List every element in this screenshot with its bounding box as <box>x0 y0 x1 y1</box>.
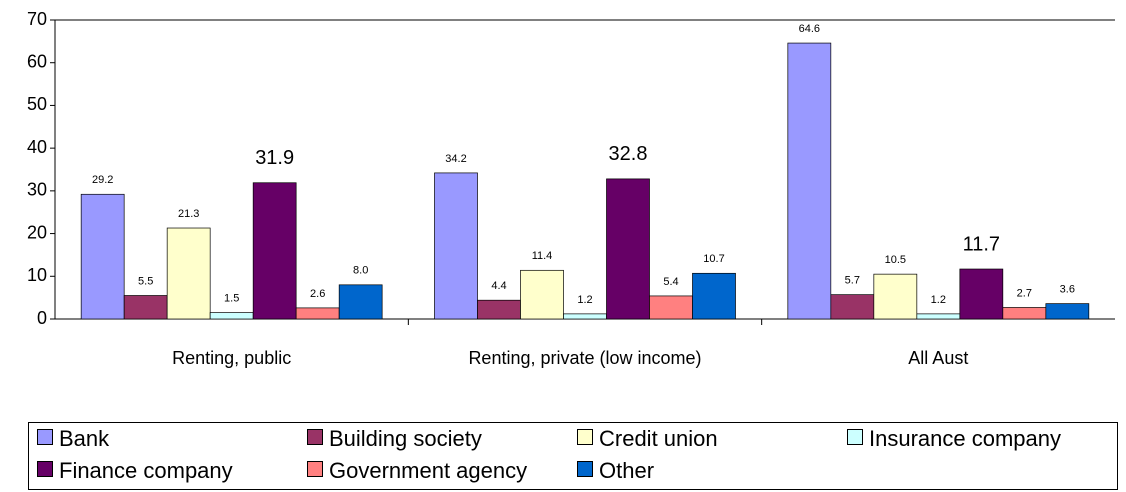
plot: 0 10 20 30 40 50 60 70 29.2 5.5 21.3 1.5 31.9 2.6 8.0 3… <box>27 9 1115 328</box>
data-label: 4.4 <box>491 280 506 292</box>
data-label: 11.4 <box>532 250 553 262</box>
bar <box>1045 303 1090 320</box>
data-label: 2.7 <box>1017 287 1032 299</box>
y-tick-label: 20 <box>27 222 47 242</box>
bar <box>830 294 875 320</box>
bar <box>295 307 340 320</box>
bar <box>434 172 478 320</box>
legend-swatch <box>847 429 863 445</box>
legend: Bank Building society Credit union Insuranc… <box>28 422 1118 490</box>
data-label: 8.0 <box>353 265 368 277</box>
x-tick-label: Renting, private (low income) <box>468 348 702 368</box>
bar <box>252 182 297 320</box>
legend-label: Building society <box>329 426 482 451</box>
legend-item: Credit union <box>577 424 718 454</box>
y-tick-label: 70 <box>27 9 47 29</box>
bar <box>563 313 607 320</box>
y-tick-label: 0 <box>37 308 47 328</box>
data-label: 1.5 <box>224 292 239 304</box>
bar <box>123 295 168 320</box>
data-label: 10.7 <box>703 253 724 265</box>
data-label: 1.2 <box>931 294 946 306</box>
y-tick-label: 50 <box>27 94 47 114</box>
data-label: 5.7 <box>845 275 860 287</box>
bar <box>692 272 736 320</box>
legend-item: Other <box>577 456 654 486</box>
bar <box>649 295 693 320</box>
legend-swatch <box>307 461 323 477</box>
legend-swatch <box>37 429 53 445</box>
data-label: 11.7 <box>963 233 1000 255</box>
bar <box>916 313 961 320</box>
data-label: 5.4 <box>663 276 678 288</box>
bar <box>477 299 521 320</box>
bar <box>209 312 254 320</box>
legend-label: Credit union <box>599 426 718 451</box>
bar <box>873 273 918 320</box>
legend-swatch <box>577 429 593 445</box>
legend-item: Bank <box>37 424 109 454</box>
legend-item: Building society <box>307 424 482 454</box>
bar <box>80 193 125 320</box>
data-label: 10.5 <box>885 254 906 266</box>
y-tick-label: 60 <box>27 51 47 71</box>
legend-swatch <box>577 461 593 477</box>
bar <box>959 268 1004 320</box>
data-label: 3.6 <box>1060 284 1075 296</box>
data-label: 64.6 <box>799 23 820 35</box>
data-label: 34.2 <box>445 153 466 165</box>
bar <box>606 178 650 320</box>
y-tick-label: 40 <box>27 137 47 157</box>
y-tick-label: 10 <box>27 265 47 285</box>
legend-item: Insurance company <box>847 424 1061 454</box>
y-tick-label: 30 <box>27 180 47 200</box>
data-label: 32.8 <box>609 143 648 165</box>
x-tick-label: Renting, public <box>172 348 292 368</box>
legend-swatch <box>37 461 53 477</box>
bar <box>338 284 383 320</box>
legend-label: Insurance company <box>869 426 1061 451</box>
legend-item: Government agency <box>307 456 527 486</box>
data-label: 5.5 <box>138 275 153 287</box>
legend-item: Finance company <box>37 456 233 486</box>
bar <box>520 269 564 320</box>
data-label: 1.2 <box>577 294 592 306</box>
data-label: 31.9 <box>255 147 294 169</box>
bar <box>166 227 211 320</box>
legend-label: Government agency <box>329 458 528 483</box>
legend-label: Other <box>599 458 655 483</box>
data-label: 2.6 <box>310 288 325 300</box>
data-label: 21.3 <box>178 208 199 220</box>
bar <box>1002 307 1047 320</box>
legend-label: Bank <box>59 426 110 451</box>
bar <box>787 42 832 320</box>
data-label: 29.2 <box>92 174 113 186</box>
legend-swatch <box>307 429 323 445</box>
legend-label: Finance company <box>59 458 233 483</box>
x-tick-label: All Aust <box>908 348 969 368</box>
